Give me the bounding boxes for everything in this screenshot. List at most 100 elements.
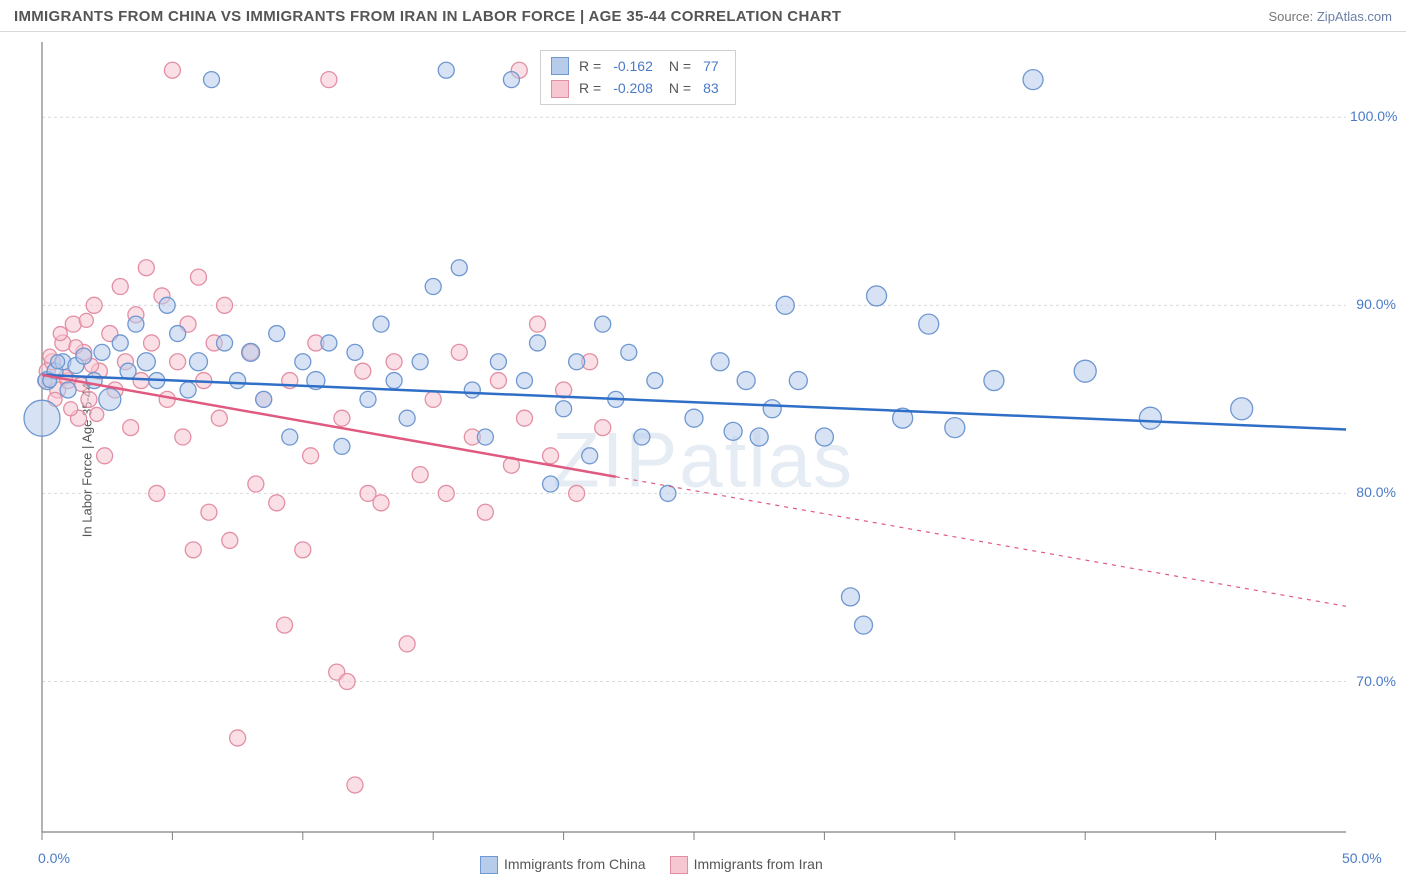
- x-tick-label: 0.0%: [38, 850, 70, 866]
- data-point: [149, 485, 165, 501]
- r-label: R =: [579, 55, 601, 77]
- data-point: [634, 429, 650, 445]
- data-point: [737, 372, 755, 390]
- legend-row: R = -0.208 N = 83: [551, 77, 725, 99]
- y-tick-label: 100.0%: [1350, 108, 1396, 124]
- data-point: [94, 344, 110, 360]
- data-point: [464, 382, 480, 398]
- n-label: N =: [669, 55, 691, 77]
- data-point: [277, 617, 293, 633]
- data-point: [175, 429, 191, 445]
- regression-line-extrapolated: [616, 477, 1346, 607]
- data-point: [321, 335, 337, 351]
- data-point: [295, 354, 311, 370]
- data-point: [373, 495, 389, 511]
- data-point: [516, 410, 532, 426]
- source-link[interactable]: ZipAtlas.com: [1317, 9, 1392, 24]
- chart-title: IMMIGRANTS FROM CHINA VS IMMIGRANTS FROM…: [14, 8, 841, 25]
- data-point: [919, 314, 939, 334]
- scatter-chart: [0, 32, 1406, 888]
- legend-item: Immigrants from Iran: [670, 856, 823, 874]
- legend-row: R = -0.162 N = 77: [551, 55, 725, 77]
- data-point: [360, 391, 376, 407]
- data-point: [399, 410, 415, 426]
- data-point: [201, 504, 217, 520]
- data-point: [230, 730, 246, 746]
- data-point: [1231, 398, 1253, 420]
- data-point: [724, 422, 742, 440]
- data-point: [269, 495, 285, 511]
- data-point: [438, 485, 454, 501]
- data-point: [334, 438, 350, 454]
- n-value: 77: [703, 55, 719, 77]
- n-label: N =: [669, 77, 691, 99]
- data-point: [269, 326, 285, 342]
- chart-header: IMMIGRANTS FROM CHINA VS IMMIGRANTS FROM…: [0, 0, 1406, 32]
- data-point: [242, 343, 260, 361]
- data-point: [248, 476, 264, 492]
- data-point: [53, 327, 67, 341]
- data-point: [815, 428, 833, 446]
- data-point: [282, 429, 298, 445]
- data-point: [412, 467, 428, 483]
- series-legend: Immigrants from China Immigrants from Ira…: [480, 856, 823, 874]
- data-point: [86, 297, 102, 313]
- data-point: [217, 297, 233, 313]
- data-point: [222, 532, 238, 548]
- data-point: [984, 371, 1004, 391]
- data-point: [90, 407, 104, 421]
- data-point: [685, 409, 703, 427]
- data-point: [164, 62, 180, 78]
- x-tick-label: 50.0%: [1342, 850, 1382, 866]
- data-point: [595, 420, 611, 436]
- data-point: [1023, 70, 1043, 90]
- correlation-legend: R = -0.162 N = 77 R = -0.208 N = 83: [540, 50, 736, 105]
- data-point: [79, 313, 93, 327]
- data-point: [204, 72, 220, 88]
- data-point: [347, 777, 363, 793]
- y-tick-label: 70.0%: [1350, 673, 1396, 689]
- data-point: [945, 418, 965, 438]
- data-point: [64, 402, 78, 416]
- data-point: [763, 400, 781, 418]
- data-point: [355, 363, 371, 379]
- data-point: [490, 354, 506, 370]
- source-attribution: Source: ZipAtlas.com: [1268, 9, 1392, 24]
- data-point: [386, 373, 402, 389]
- data-point: [211, 410, 227, 426]
- data-point: [776, 296, 794, 314]
- y-tick-label: 90.0%: [1350, 296, 1396, 312]
- data-point: [123, 420, 139, 436]
- legend-item: Immigrants from China: [480, 856, 646, 874]
- data-point: [477, 504, 493, 520]
- data-point: [51, 355, 65, 369]
- r-label: R =: [579, 77, 601, 99]
- data-point: [451, 344, 467, 360]
- data-point: [451, 260, 467, 276]
- data-point: [530, 335, 546, 351]
- data-point: [144, 335, 160, 351]
- r-value: -0.162: [613, 55, 653, 77]
- data-point: [477, 429, 493, 445]
- data-point: [159, 297, 175, 313]
- data-point: [256, 391, 272, 407]
- data-point: [65, 316, 81, 332]
- legend-swatch: [551, 57, 569, 75]
- data-point: [185, 542, 201, 558]
- data-point: [230, 373, 246, 389]
- data-point: [569, 354, 585, 370]
- data-point: [425, 391, 441, 407]
- data-point: [855, 616, 873, 634]
- data-point: [190, 269, 206, 285]
- data-point: [490, 373, 506, 389]
- data-point: [217, 335, 233, 351]
- data-point: [112, 335, 128, 351]
- data-point: [60, 382, 76, 398]
- data-point: [24, 400, 60, 436]
- legend-swatch: [670, 856, 688, 874]
- data-point: [789, 372, 807, 390]
- data-point: [750, 428, 768, 446]
- chart-area: In Labor Force | Age 35-44 ZIPatlas R = …: [0, 32, 1406, 888]
- data-point: [321, 72, 337, 88]
- data-point: [334, 410, 350, 426]
